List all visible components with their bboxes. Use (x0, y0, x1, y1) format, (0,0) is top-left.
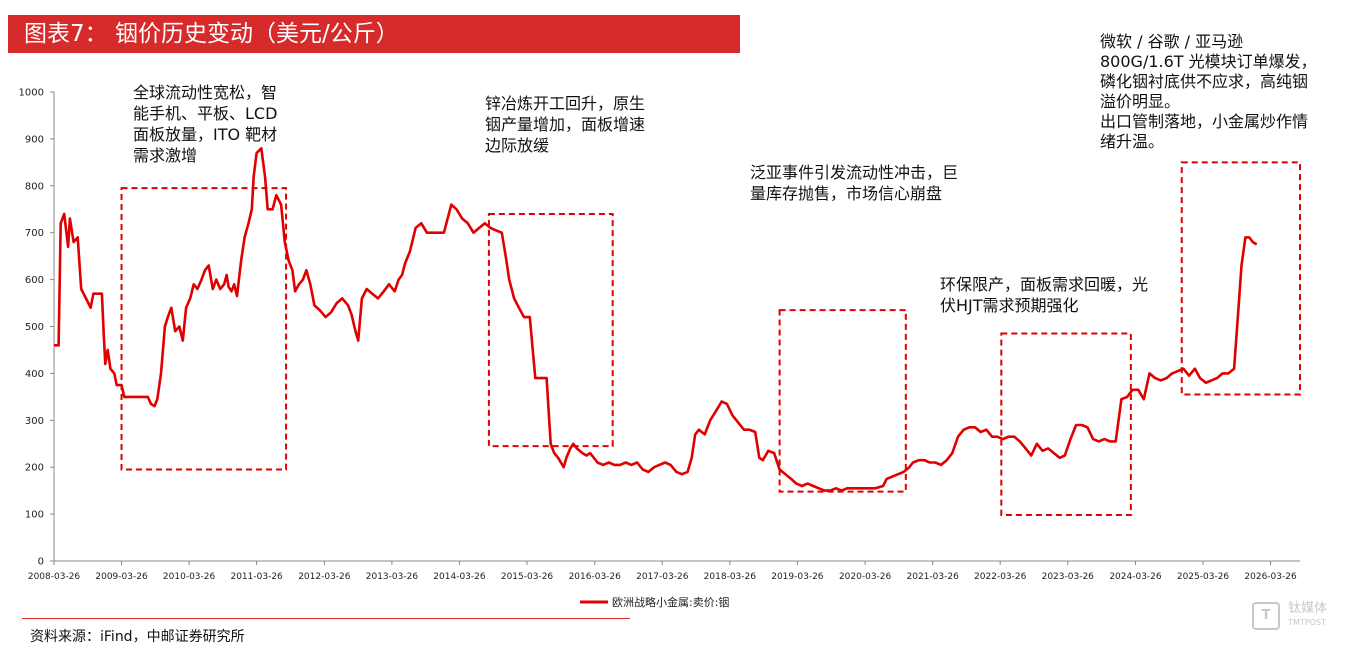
series-line-indium (54, 147, 1258, 492)
x-tick-label: 2024-03-26 (1109, 572, 1162, 582)
chart-series (54, 147, 1258, 492)
annotation-fanya-crisis: 泛亚事件引发流动性冲击，巨 量库存抛售，市场信心崩盘 (750, 163, 959, 203)
x-tick-label: 2011-03-26 (230, 572, 283, 582)
watermark-sub: TMTPOST (1288, 618, 1326, 627)
x-tick-label: 2025-03-26 (1177, 572, 1230, 582)
x-tick-label: 2009-03-26 (95, 572, 148, 582)
x-tick-label: 2021-03-26 (907, 572, 960, 582)
annotation-env-limits: 环保限产，面板需求回暖，光 伏HJT需求预期强化 (940, 275, 1149, 315)
x-tick-label: 2016-03-26 (569, 572, 622, 582)
chart-axes: 0 100 200 300 400 500 600 700 800 900 1000 2008-03-… (19, 88, 1300, 582)
annotation-optical-modules: 微软 / 谷歌 / 亚马逊 800G/1.6T 光模块订单爆发， 磷化铟衬底供不… (1100, 32, 1317, 151)
y-tick-label: 200 (25, 463, 44, 474)
x-tick-label: 2020-03-26 (839, 572, 892, 582)
page-title: 图表7： 铟价历史变动（美元/公斤） (24, 21, 399, 47)
source-note: 资料来源：iFind，中邮证券研究所 (30, 629, 245, 645)
x-tick-label: 2014-03-26 (433, 572, 486, 582)
watermark-logo-icon: T (1252, 602, 1280, 630)
legend-label: 欧洲战略小金属:卖价:铟 (612, 595, 729, 609)
highlight-box-4 (1000, 332, 1132, 517)
y-tick-label: 400 (25, 369, 44, 380)
annotation-liquidity: 全球流动性宽松，智 能手机、平板、LCD 面板放量，ITO 靶材 需求激增 (133, 83, 278, 165)
watermark-text: 钛媒体 (1288, 601, 1328, 616)
x-tick-label: 2015-03-26 (501, 572, 554, 582)
x-tick-label: 2019-03-26 (771, 572, 824, 582)
x-tick-label: 2023-03-26 (1042, 572, 1095, 582)
x-tick-label: 2008-03-26 (28, 572, 81, 582)
y-tick-label: 900 (25, 134, 44, 145)
footer-divider (22, 618, 630, 619)
y-tick-label: 0 (38, 557, 44, 568)
y-tick-label: 100 (25, 510, 44, 521)
x-tick-label: 2022-03-26 (974, 572, 1027, 582)
y-tick-label: 800 (25, 181, 44, 192)
x-tick-label: 2012-03-26 (298, 572, 351, 582)
x-tick-label: 2013-03-26 (366, 572, 419, 582)
y-tick-label: 600 (25, 275, 44, 286)
y-tick-label: 700 (25, 228, 44, 239)
highlight-boxes (120, 161, 1302, 517)
annotation-zinc-smelting: 锌冶炼开工回升，原生 铟产量增加，面板增速 边际放缓 (485, 94, 646, 155)
highlight-box-3 (778, 309, 907, 493)
x-tick-label: 2026-03-26 (1244, 572, 1297, 582)
highlight-box-5 (1180, 161, 1302, 396)
watermark: T 钛媒体 TMTPOST (1252, 602, 1327, 630)
y-tick-label: 300 (25, 416, 44, 427)
y-tick-label: 500 (25, 322, 44, 333)
chart-legend: 欧洲战略小金属:卖价:铟 (580, 595, 729, 609)
highlight-box-2 (487, 212, 614, 448)
highlight-box-1 (120, 187, 288, 471)
x-tick-label: 2010-03-26 (163, 572, 216, 582)
y-tick-label: 1000 (19, 88, 44, 99)
title-bar: 图表7： 铟价历史变动（美元/公斤） (8, 15, 740, 53)
x-tick-label: 2017-03-26 (636, 572, 689, 582)
x-tick-label: 2018-03-26 (704, 572, 757, 582)
